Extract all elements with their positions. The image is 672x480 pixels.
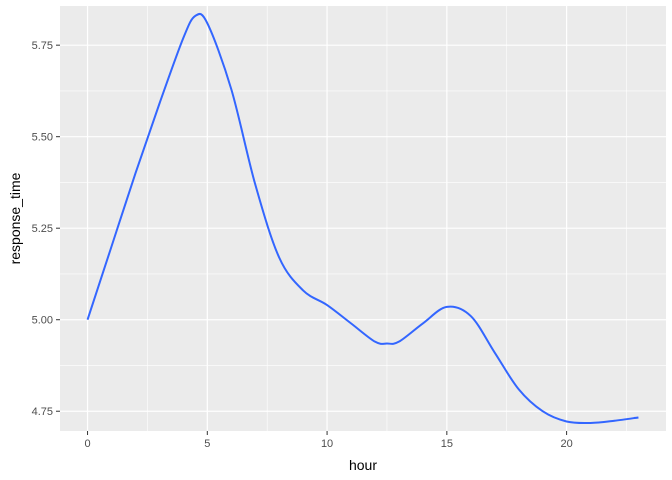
- y-tick-label: 4.75: [32, 406, 53, 418]
- x-tick-label: 20: [560, 438, 572, 450]
- y-axis-title: response_time: [7, 172, 23, 264]
- minor-gridlines: [60, 6, 666, 431]
- plot-panel: [60, 6, 666, 431]
- y-tick-label: 5.50: [32, 132, 53, 144]
- x-axis-title: hour: [349, 457, 377, 473]
- x-tick-label: 10: [321, 438, 333, 450]
- major-gridlines: [60, 6, 666, 431]
- y-tick-label: 5.75: [32, 40, 53, 52]
- x-tick-label: 15: [441, 438, 453, 450]
- response-time-line: [86, 12, 639, 425]
- x-tick-label: 0: [84, 438, 90, 450]
- x-tick-label: 5: [204, 438, 210, 450]
- y-tick-label: 5.00: [32, 315, 53, 327]
- y-axis: 4.75 5.00 5.25 5.50 5.75: [32, 40, 60, 418]
- x-axis: 0 5 10 15 20: [84, 431, 573, 450]
- y-tick-label: 5.25: [32, 223, 53, 235]
